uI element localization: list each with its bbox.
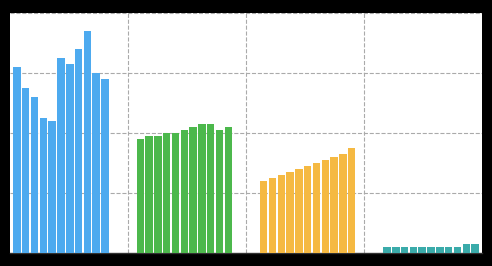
Bar	[269, 178, 276, 253]
Bar	[75, 49, 82, 253]
Bar	[172, 133, 179, 253]
Bar	[145, 136, 153, 253]
Bar	[383, 247, 391, 253]
Bar	[330, 157, 338, 253]
Bar	[207, 124, 215, 253]
Bar	[181, 130, 188, 253]
Bar	[216, 130, 223, 253]
Bar	[189, 127, 197, 253]
Bar	[410, 247, 417, 253]
Bar	[304, 166, 311, 253]
Bar	[136, 139, 144, 253]
Bar	[454, 247, 461, 253]
Bar	[31, 97, 38, 253]
Bar	[436, 247, 444, 253]
Bar	[277, 175, 285, 253]
Bar	[445, 247, 453, 253]
Bar	[313, 163, 320, 253]
Bar	[339, 154, 347, 253]
Bar	[101, 79, 109, 253]
Bar	[66, 64, 73, 253]
Bar	[225, 127, 232, 253]
Bar	[428, 247, 435, 253]
Bar	[295, 169, 303, 253]
Bar	[22, 88, 30, 253]
Bar	[13, 67, 21, 253]
Bar	[348, 148, 356, 253]
Bar	[392, 247, 400, 253]
Bar	[57, 58, 64, 253]
Bar	[154, 136, 162, 253]
Bar	[198, 124, 206, 253]
Bar	[419, 247, 426, 253]
Bar	[322, 160, 329, 253]
Bar	[462, 244, 470, 253]
Bar	[401, 247, 408, 253]
Bar	[48, 121, 56, 253]
Bar	[163, 133, 170, 253]
Bar	[260, 181, 267, 253]
Bar	[286, 172, 294, 253]
Bar	[471, 244, 479, 253]
Bar	[84, 31, 91, 253]
Bar	[92, 73, 100, 253]
Bar	[39, 118, 47, 253]
